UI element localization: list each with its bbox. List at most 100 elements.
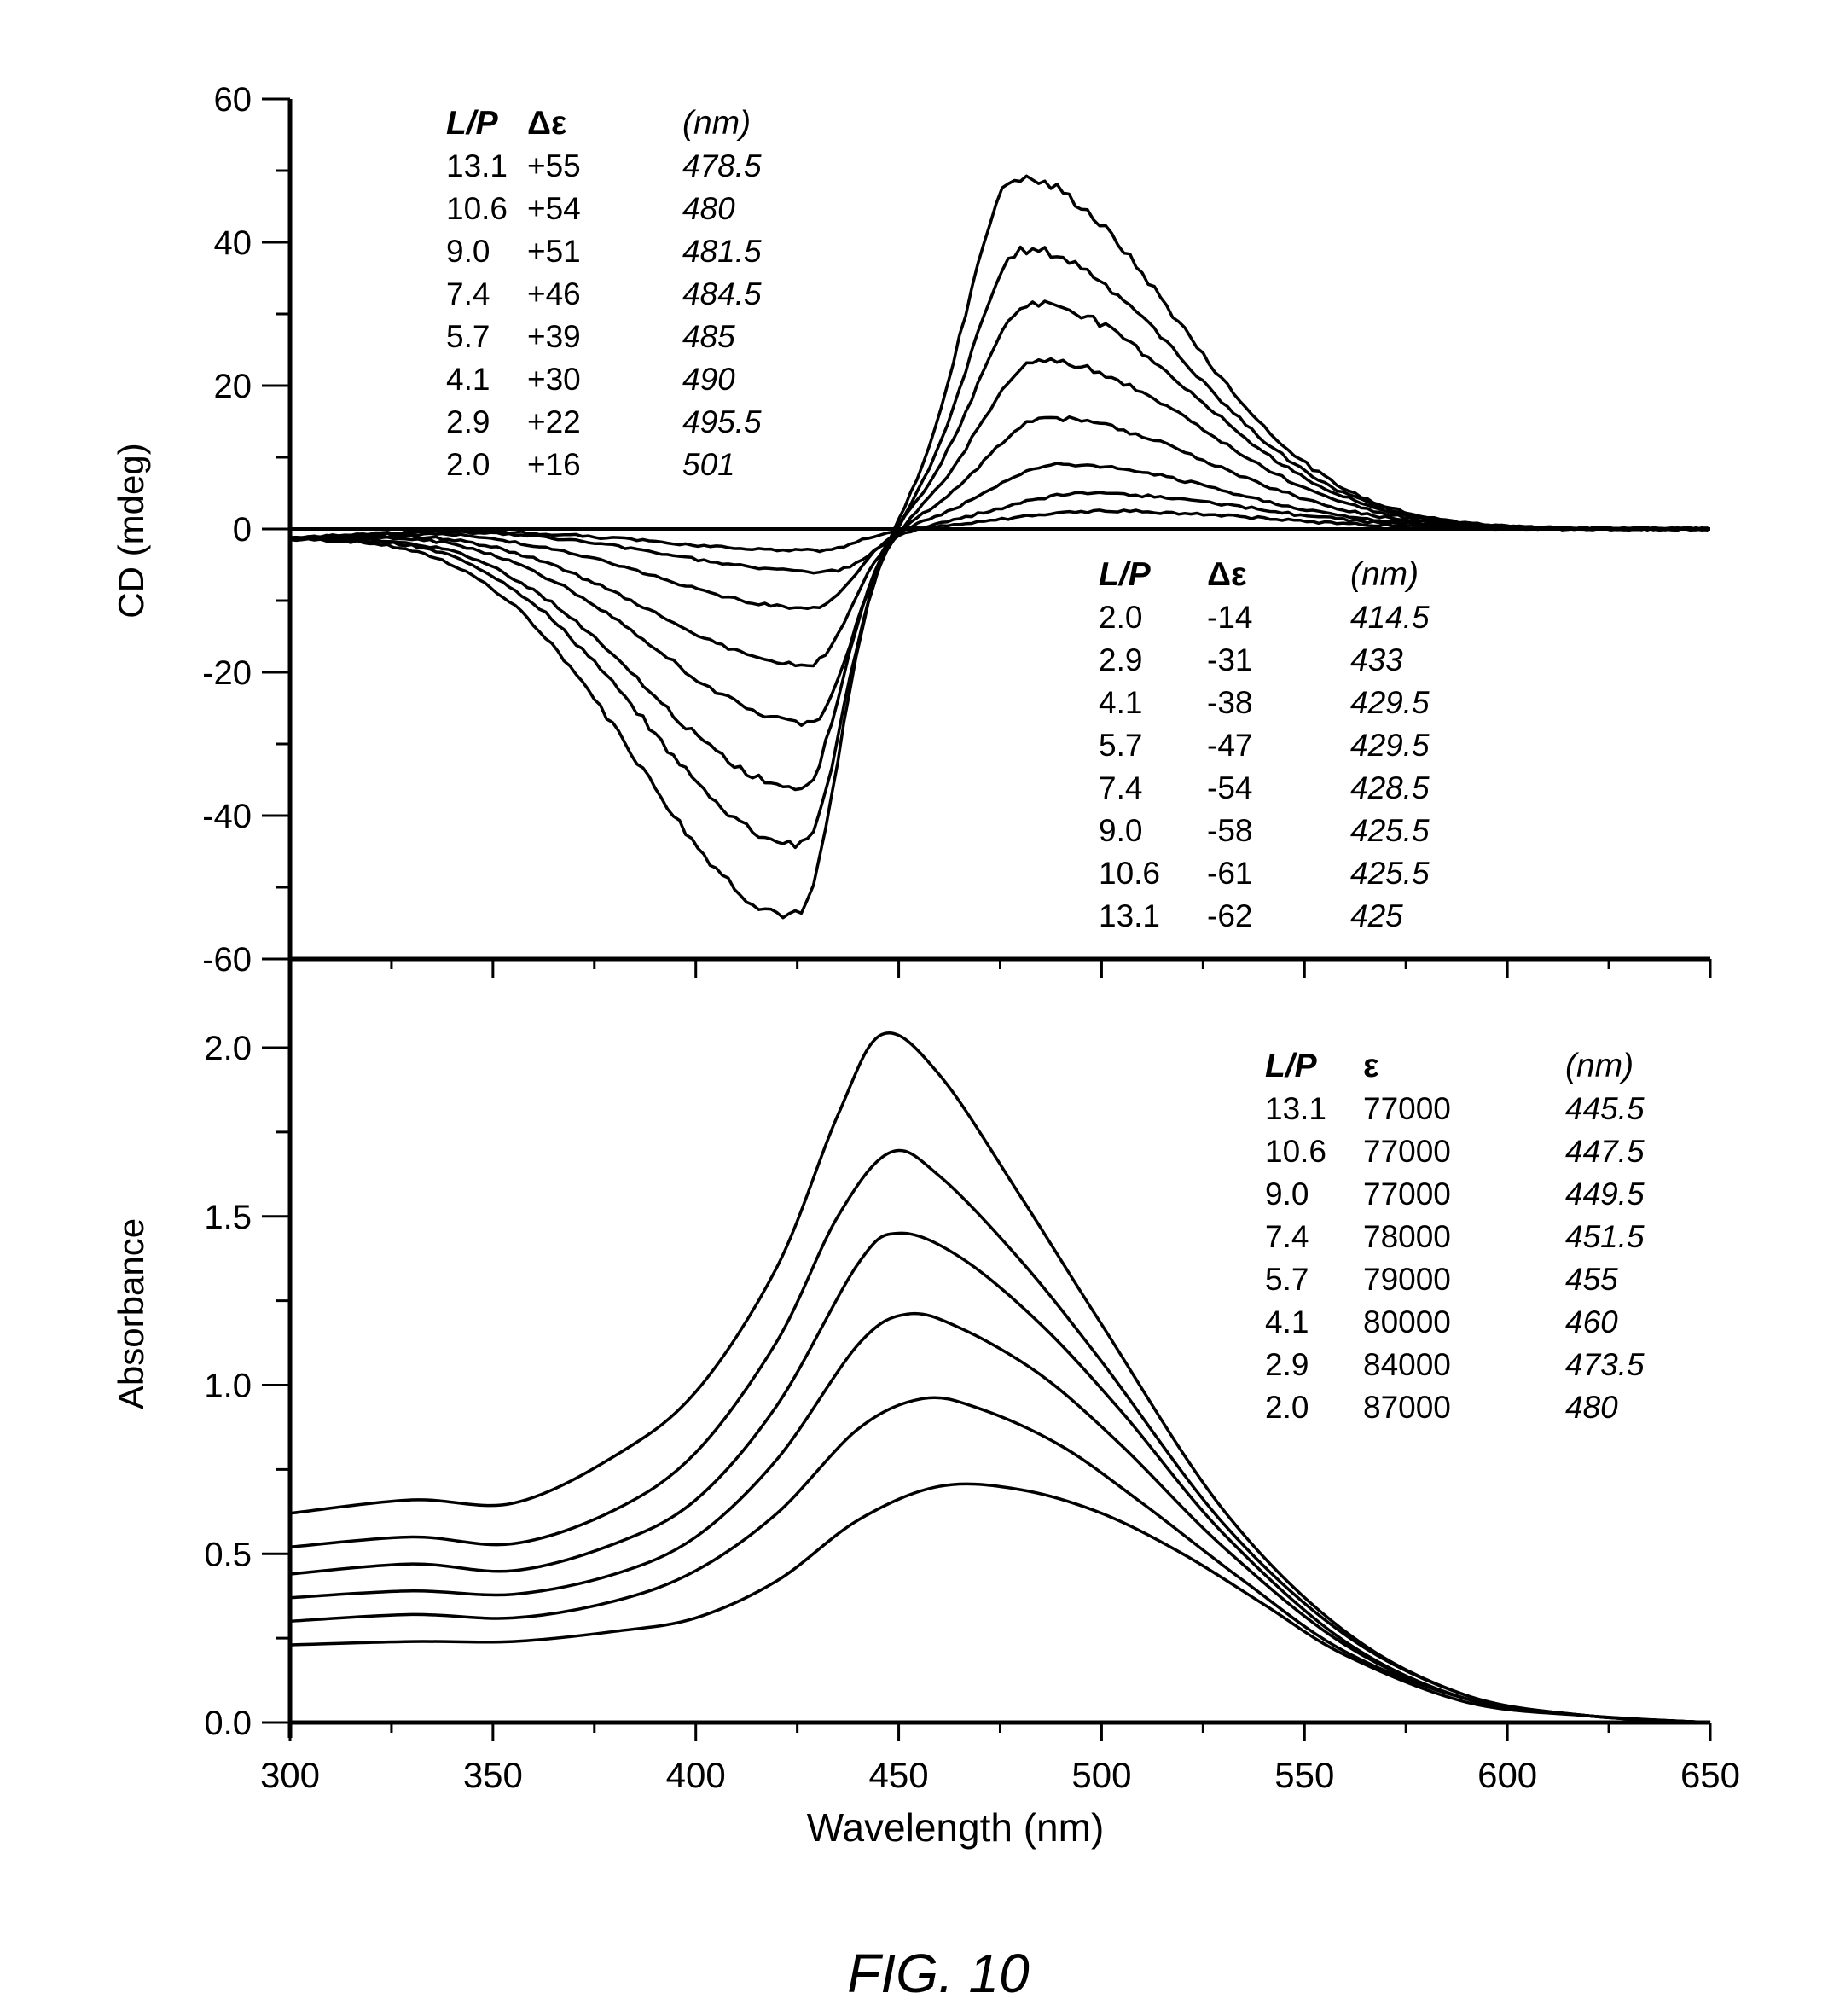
cd-legend-positive-cell: 2.0 — [446, 447, 490, 482]
absorbance-curve-3 — [289, 1231, 1711, 1724]
x-tick-label: 350 — [463, 1755, 523, 1795]
cd-legend-negative-cell: 10.6 — [1099, 856, 1160, 891]
abs-y-axis-title: Absorbance — [111, 1218, 151, 1409]
cd-y-tick-label: -60 — [202, 941, 252, 979]
cd-y-tick-label: -20 — [202, 654, 252, 692]
cd-legend-positive-header: Δε — [527, 105, 567, 142]
cd-legend-negative-cell: -14 — [1207, 600, 1252, 635]
cd-y-tick-label: 20 — [214, 368, 252, 405]
cd-legend-negative-cell: -61 — [1207, 856, 1252, 891]
absorbance-legend-cell: 480 — [1565, 1390, 1618, 1425]
cd-curve-7 — [289, 491, 1709, 575]
x-axis-title: Wavelength (nm) — [807, 1805, 1105, 1850]
cd-legend-positive-cell: +51 — [527, 234, 581, 269]
absorbance-legend-cell: 84000 — [1363, 1347, 1451, 1382]
cd-legend-negative-cell: 428.5 — [1350, 770, 1430, 805]
cd-legend-positive-cell: 484.5 — [682, 276, 762, 311]
cd-legend-positive-cell: 2.9 — [446, 404, 490, 439]
cd-legend-negative-cell: -58 — [1207, 813, 1252, 848]
cd-curves — [289, 174, 1709, 920]
cd-legend-positive-cell: 501 — [682, 447, 735, 482]
cd-curve-1 — [289, 174, 1709, 920]
absorbance-curve-6 — [289, 1482, 1711, 1724]
cd-legend-negative-cell: 2.9 — [1099, 642, 1142, 677]
cd-legend-negative-cell: 7.4 — [1099, 770, 1142, 805]
cd-legend-negative-cell: -62 — [1207, 898, 1252, 933]
cd-y-axis-title: CD (mdeg) — [111, 443, 151, 618]
cd-legend-positive-cell: 13.1 — [446, 148, 508, 183]
absorbance-legend-cell: 77000 — [1363, 1134, 1451, 1169]
ticks: -60 -40 -20 0 20 40 60 0.0 0.5 1.0 1.5 2.0 300 350 400… — [202, 81, 1740, 1795]
cd-y-tick-label: -40 — [202, 798, 252, 835]
cd-legend-positive-cell: +22 — [527, 404, 581, 439]
cd-legend-negative-cell: -54 — [1207, 770, 1252, 805]
abs-y-tick-label: 0.0 — [204, 1705, 252, 1742]
cd-legend-negative-cell: 13.1 — [1099, 898, 1160, 933]
cd-legend-negative-cell: 425.5 — [1350, 813, 1430, 848]
abs-y-tick-label: 1.0 — [204, 1368, 252, 1405]
cd-curve-3 — [289, 299, 1709, 792]
cd-legend-positive-cell: 5.7 — [446, 319, 490, 354]
cd-legend-positive-cell: 9.0 — [446, 234, 490, 269]
cd-legend-positive-cell: 4.1 — [446, 362, 490, 397]
cd-legend-negative-cell: 9.0 — [1099, 813, 1142, 848]
cd-legend-positive-cell: +30 — [527, 362, 581, 397]
cd-legend-positive-cell: 10.6 — [446, 191, 508, 226]
cd-legend-negative-cell: 433 — [1350, 642, 1403, 677]
absorbance-legend-cell: 79000 — [1363, 1262, 1451, 1297]
x-tick-label: 300 — [260, 1755, 320, 1795]
x-tick-label: 450 — [869, 1755, 929, 1795]
absorbance-legend-cell: 2.9 — [1265, 1347, 1309, 1382]
cd-legend-negative: L/P Δε (nm) 2.0 -14 414.5 2.9 -31 433 4.1 -38 429.5… — [1099, 556, 1430, 933]
cd-legend-positive-cell: 485 — [682, 319, 735, 354]
absorbance-legend-cell: 445.5 — [1565, 1091, 1645, 1126]
cd-legend-negative-cell: 414.5 — [1350, 600, 1430, 635]
cd-legend-negative-cell: -38 — [1207, 685, 1252, 720]
cd-legend-negative-cell: 429.5 — [1350, 685, 1430, 720]
x-tick-label: 550 — [1274, 1755, 1334, 1795]
cd-curve-8 — [289, 508, 1709, 554]
absorbance-legend-cell: 9.0 — [1265, 1176, 1309, 1211]
cd-legend-negative-header: (nm) — [1350, 556, 1419, 593]
cd-legend-positive-cell: 480 — [682, 191, 735, 226]
abs-y-tick-label: 0.5 — [204, 1536, 252, 1573]
x-tick-label: 500 — [1071, 1755, 1131, 1795]
cd-legend-positive-cell: +39 — [527, 319, 581, 354]
absorbance-legend-cell: 10.6 — [1265, 1134, 1326, 1169]
cd-legend-positive-header: L/P — [446, 105, 499, 142]
cd-legend-positive-cell: +46 — [527, 276, 581, 311]
absorbance-legend-cell: 4.1 — [1265, 1304, 1309, 1339]
cd-legend-negative-cell: 5.7 — [1099, 728, 1142, 763]
absorbance-legend-cell: 87000 — [1363, 1390, 1451, 1425]
cd-legend-positive-cell: 7.4 — [446, 276, 490, 311]
absorbance-legend-cell: 5.7 — [1265, 1262, 1309, 1297]
absorbance-legend-cell: 451.5 — [1565, 1219, 1645, 1254]
absorbance-curve-2 — [289, 1148, 1711, 1724]
cd-legend-negative-cell: -31 — [1207, 642, 1252, 677]
cd-y-tick-label: 40 — [214, 224, 252, 262]
absorbance-legend-cell: 455 — [1565, 1262, 1618, 1297]
absorbance-legend-cell: 473.5 — [1565, 1347, 1645, 1382]
absorbance-legend-header: ε — [1363, 1048, 1379, 1084]
cd-legend-positive-cell: +54 — [527, 191, 581, 226]
cd-legend-negative-cell: -47 — [1207, 728, 1252, 763]
cd-legend-negative-cell: 4.1 — [1099, 685, 1142, 720]
cd-legend-positive-cell: 481.5 — [682, 234, 762, 269]
cd-y-tick-label: 60 — [214, 81, 252, 119]
cd-legend-negative-header: Δε — [1207, 556, 1247, 593]
x-tick-label: 400 — [666, 1755, 726, 1795]
absorbance-curve-5 — [289, 1396, 1711, 1724]
cd-legend-positive-header: (nm) — [682, 105, 751, 142]
absorbance-legend-header: (nm) — [1565, 1048, 1634, 1084]
absorbance-curves — [289, 1031, 1711, 1724]
cd-legend-positive-cell: 478.5 — [682, 148, 762, 183]
absorbance-legend-cell: 80000 — [1363, 1304, 1451, 1339]
cd-legend-negative-cell: 425.5 — [1350, 856, 1430, 891]
cd-y-tick-label: 0 — [233, 511, 252, 549]
x-tick-label: 600 — [1477, 1755, 1537, 1795]
absorbance-legend: L/P ε (nm) 13.1 77000 445.5 10.6 77000 447.5 9.0 7… — [1265, 1048, 1645, 1425]
absorbance-legend-header: L/P — [1265, 1048, 1318, 1084]
absorbance-legend-cell: 2.0 — [1265, 1390, 1309, 1425]
cd-legend-positive-cell: 495.5 — [682, 404, 762, 439]
